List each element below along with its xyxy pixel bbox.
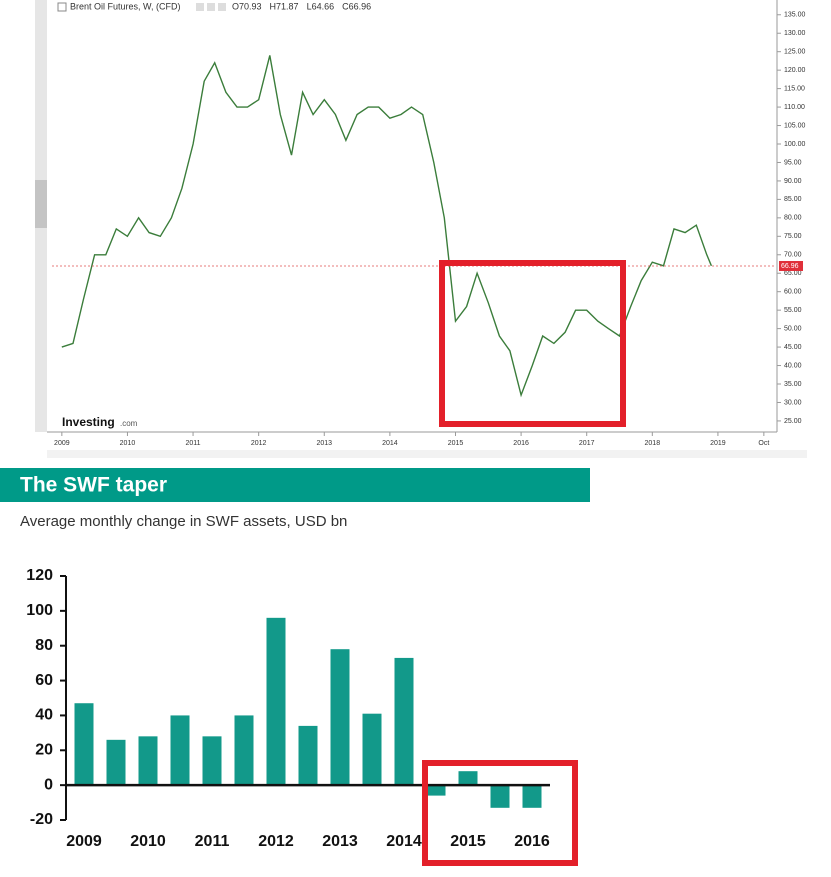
y-tick-label: 65.00: [784, 270, 802, 277]
ohlc-values: O70.93 H71.87 L64.66 C66.96: [232, 1, 371, 11]
y-tick-label: 80.00: [784, 215, 802, 222]
bar: [266, 617, 286, 786]
y-tick-label: 70.00: [784, 252, 802, 259]
y-tick-label: 40.00: [784, 362, 802, 369]
header-icon: [196, 3, 204, 11]
x-tick-label: 2013: [316, 440, 332, 447]
y-tick-label: 120.00: [784, 67, 806, 74]
x-tick-label: 2009: [66, 833, 102, 850]
header-icon: [218, 3, 226, 11]
x-tick-label: 2011: [195, 833, 230, 850]
x-tick-label: 2010: [120, 440, 136, 447]
bar: [490, 785, 510, 808]
bar: [298, 725, 318, 786]
price-chart: 25.00 30.00 35.00 40.00 45.00 50.00 55.00 60.00…: [52, 12, 806, 447]
ohlc-value: O70.93: [232, 1, 262, 11]
y-tick-label: 110.00: [784, 104, 805, 111]
y-tick-label: 60.00: [784, 289, 802, 296]
highlight-box: [439, 260, 626, 427]
x-tick-label: 2015: [450, 833, 486, 850]
y-tick-label: 95.00: [784, 159, 802, 166]
y-tick-label: 0: [44, 776, 53, 793]
x-tick-label: 2016: [514, 833, 550, 850]
highlight-box: [422, 760, 578, 866]
y-tick-label: 35.00: [784, 381, 802, 388]
y-tick-label: 20: [35, 742, 53, 759]
y-tick-label: 120: [26, 567, 53, 584]
y-tick-label: 55.00: [784, 307, 802, 314]
y-tick-label: 85.00: [784, 196, 802, 203]
y-tick-label: 60: [35, 672, 53, 689]
y-tick-label: 125.00: [784, 49, 806, 56]
scrollbar-thumb: [35, 180, 47, 228]
x-tick-label: 2012: [251, 440, 267, 447]
chart-subtitle: Average monthly change in SWF assets, US…: [20, 513, 347, 530]
ohlc-value: L64.66: [307, 1, 335, 11]
y-tick-label: 80: [35, 637, 53, 654]
price-line: [61, 55, 713, 398]
bar: [394, 657, 414, 786]
header-icon: [57, 2, 67, 12]
watermark: Investing: [62, 415, 115, 429]
x-tick-label: 2017: [579, 440, 595, 447]
last-price-box: [779, 260, 803, 271]
bar: [202, 736, 222, 786]
x-tick-label: 2014: [386, 833, 422, 850]
x-tick-label: 2018: [645, 440, 661, 447]
bar: [106, 739, 126, 786]
last-price-label: 66.96: [781, 263, 799, 270]
x-tick-label: 2016: [513, 440, 529, 447]
x-tick-label: 2010: [130, 833, 166, 850]
bottom-strip: [47, 450, 807, 458]
y-tick-label: 100.00: [784, 141, 806, 148]
bar: [234, 715, 254, 786]
y-tick-label: 90.00: [784, 178, 802, 185]
bar-chart: -20 0 20 40 60 80 100 120 2009 2010 2011 2012 2013 20…: [26, 567, 550, 850]
bar: [426, 785, 446, 796]
y-tick-label: 30.00: [784, 399, 802, 406]
bar: [170, 715, 190, 786]
y-tick-label: 75.00: [784, 233, 802, 240]
y-tick-label: 135.00: [784, 12, 806, 19]
x-tick-label: 2009: [54, 440, 70, 447]
bar: [362, 713, 382, 786]
y-tick-label: 130.00: [784, 30, 806, 37]
y-tick-label: 45.00: [784, 344, 802, 351]
x-tick-label: Oct: [758, 440, 769, 447]
y-tick-label: 25.00: [784, 418, 802, 425]
bar: [522, 785, 542, 808]
chart-title: Brent Oil Futures, W, (CFD): [70, 1, 181, 11]
ohlc-value: C66.96: [342, 1, 371, 11]
title-bar: [0, 468, 590, 502]
y-tick-label: 40: [35, 707, 53, 724]
bar: [138, 736, 158, 786]
y-tick-label: 115.00: [784, 85, 805, 92]
y-tick-label: 50.00: [784, 325, 802, 332]
y-tick-label: 100: [26, 602, 53, 619]
bar: [458, 771, 478, 786]
x-tick-label: 2012: [258, 833, 294, 850]
x-tick-label: 2011: [186, 440, 201, 447]
x-tick-label: 2019: [710, 440, 726, 447]
ohlc-value: H71.87: [270, 1, 299, 11]
watermark-suffix: .com: [120, 419, 138, 428]
y-tick-label: -20: [30, 811, 53, 828]
chart-title: The SWF taper: [20, 474, 167, 497]
x-tick-label: 2013: [322, 833, 358, 850]
x-tick-label: 2015: [448, 440, 464, 447]
top-chart-background: [0, 0, 831, 460]
bar: [330, 649, 350, 786]
bar: [74, 703, 94, 786]
x-tick-label: 2014: [382, 440, 398, 447]
y-tick-label: 105.00: [784, 122, 806, 129]
header-icon: [207, 3, 215, 11]
